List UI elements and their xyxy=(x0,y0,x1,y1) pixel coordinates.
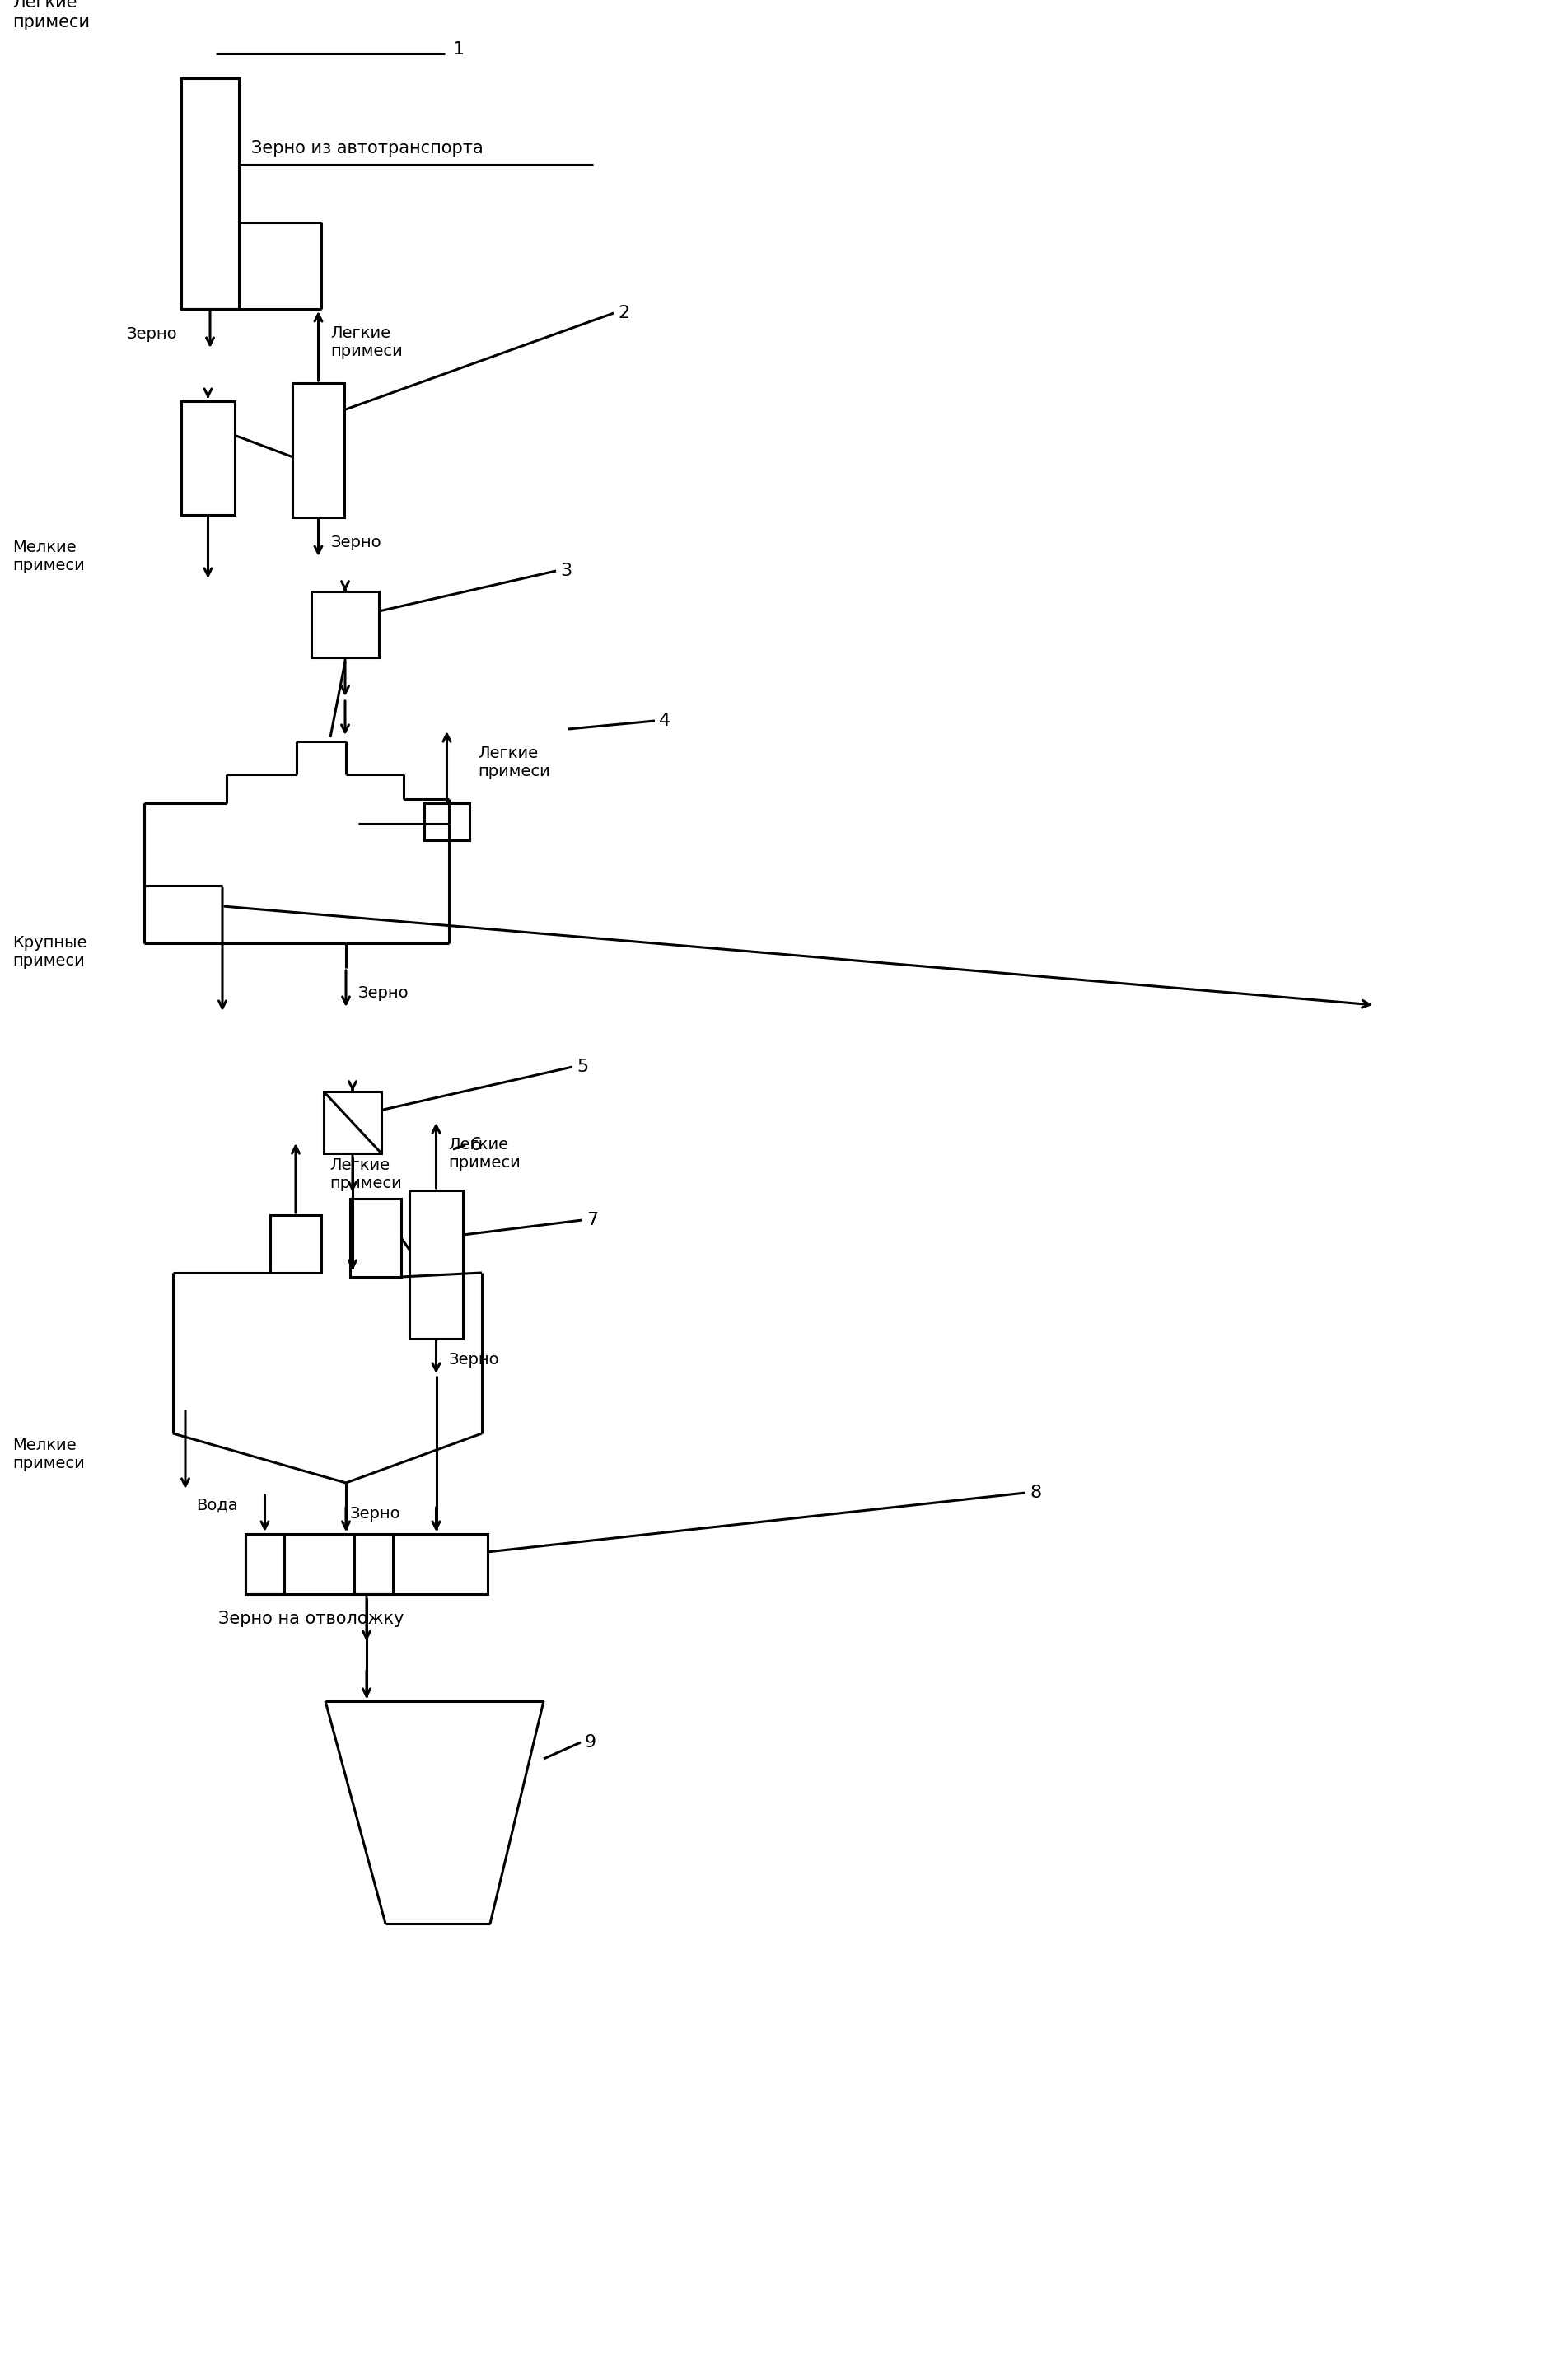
Text: Легкие
примеси: Легкие примеси xyxy=(13,0,89,31)
Text: Зерно: Зерно xyxy=(351,1507,401,1521)
Text: 1: 1 xyxy=(452,40,465,57)
Bar xyxy=(354,1535,393,1595)
Bar xyxy=(271,1216,321,1273)
Text: 3: 3 xyxy=(560,562,571,578)
Text: Зерно: Зерно xyxy=(127,326,177,340)
Text: Легкие
примеси: Легкие примеси xyxy=(330,1157,402,1190)
Bar xyxy=(246,1535,488,1595)
Text: Зерно из автотранспорта: Зерно из автотранспорта xyxy=(252,140,484,157)
Text: Зерно на отволожку: Зерно на отволожку xyxy=(218,1611,404,1628)
Text: 8: 8 xyxy=(1030,1485,1041,1502)
Bar xyxy=(182,402,235,514)
Bar xyxy=(246,1535,285,1595)
Text: Легкие
примеси: Легкие примеси xyxy=(330,326,404,359)
Text: Мелкие
примеси: Мелкие примеси xyxy=(13,1438,85,1471)
Text: Зерно: Зерно xyxy=(330,533,382,550)
Text: Вода: Вода xyxy=(196,1497,238,1514)
Text: Крупные
примеси: Крупные примеси xyxy=(13,935,88,969)
Text: 2: 2 xyxy=(618,305,629,321)
Text: Легкие
примеси: Легкие примеси xyxy=(477,745,549,778)
Text: Легкие
примеси: Легкие примеси xyxy=(449,1138,521,1171)
Bar xyxy=(424,802,470,840)
Text: Зерно: Зерно xyxy=(358,985,408,1000)
Text: 9: 9 xyxy=(585,1735,596,1752)
Text: 4: 4 xyxy=(659,712,670,728)
Bar xyxy=(351,1200,401,1278)
Text: 7: 7 xyxy=(587,1211,598,1228)
Text: 6: 6 xyxy=(470,1138,480,1154)
Bar xyxy=(182,79,239,309)
Bar xyxy=(410,1190,463,1338)
Text: 5: 5 xyxy=(576,1059,588,1076)
Bar xyxy=(293,383,344,516)
Bar xyxy=(324,1092,382,1154)
Text: Зерно: Зерно xyxy=(449,1352,499,1366)
Bar xyxy=(311,593,379,657)
Text: Мелкие
примеси: Мелкие примеси xyxy=(13,540,85,574)
